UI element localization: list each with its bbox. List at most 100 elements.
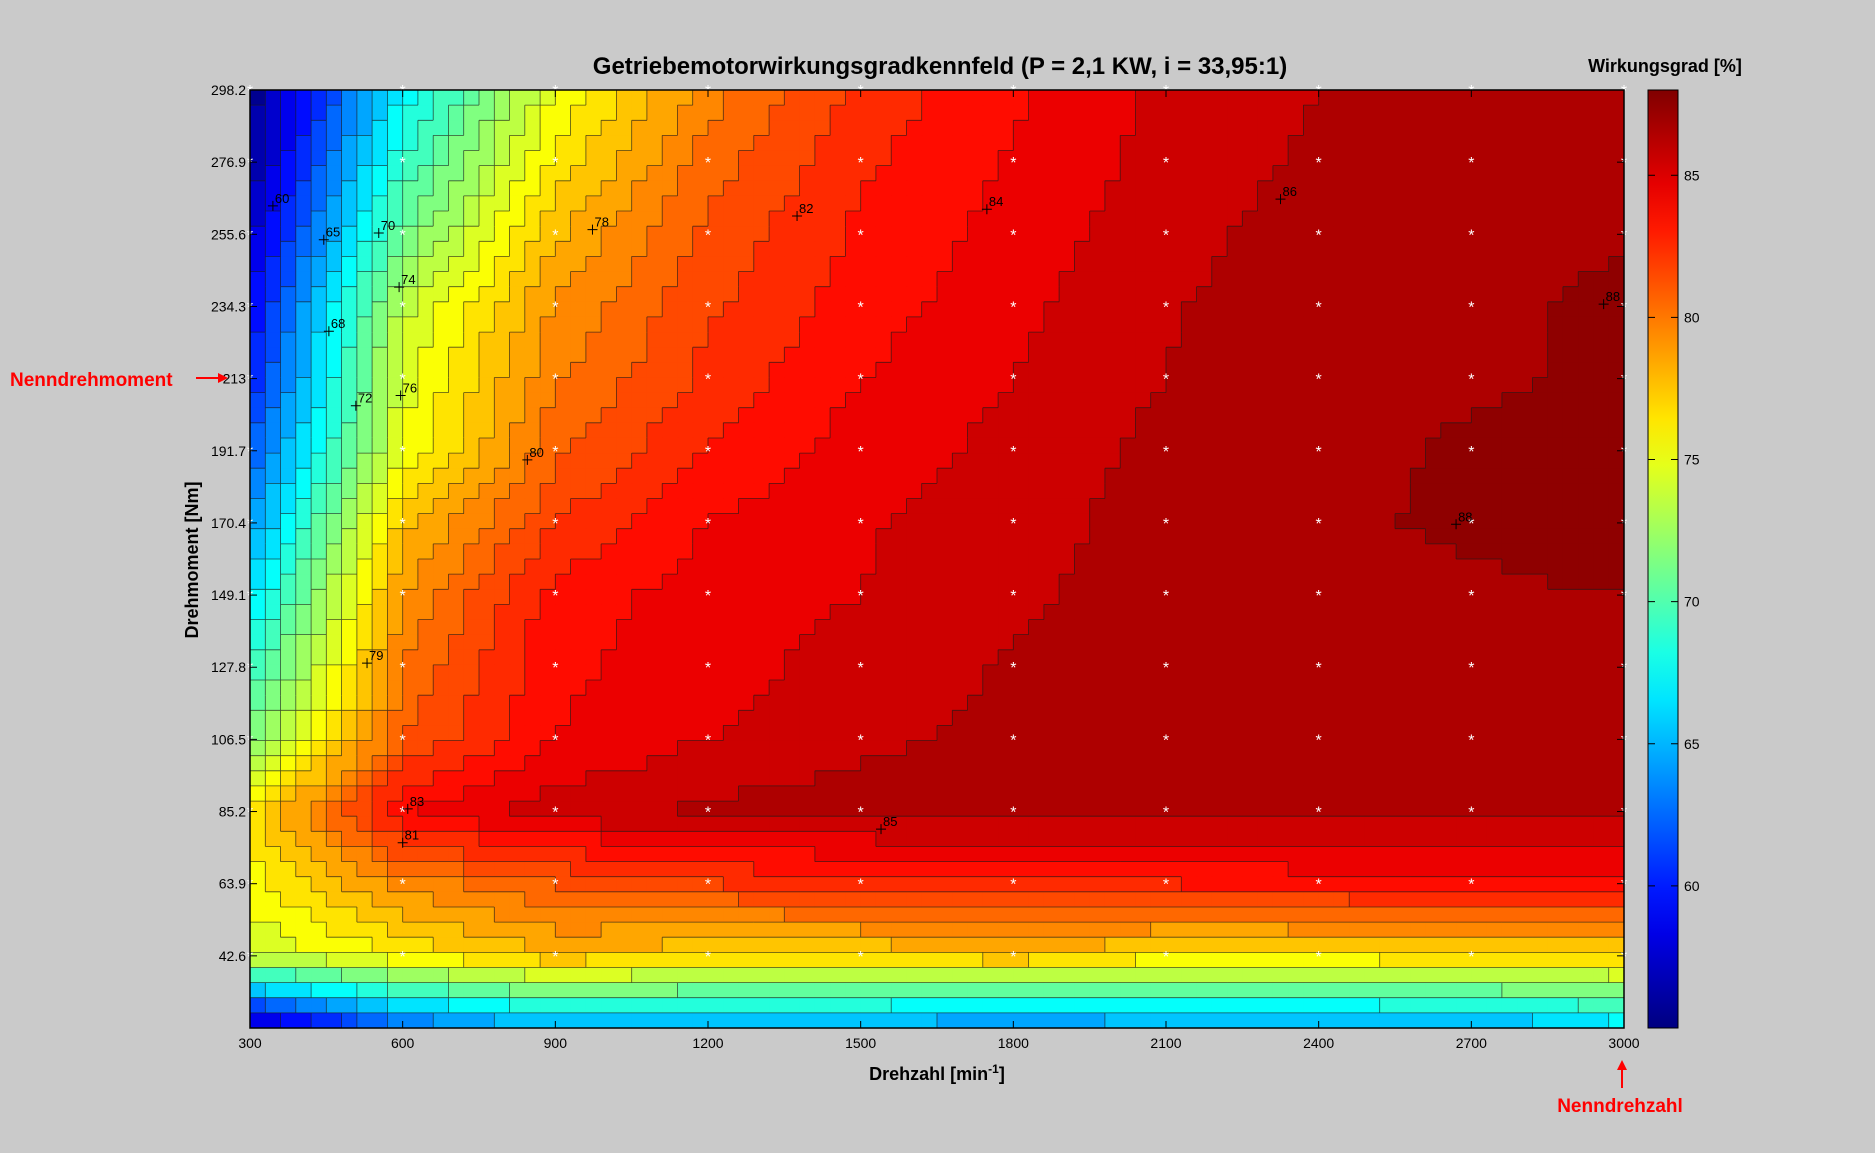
- heat-cell: [1502, 635, 1518, 651]
- heat-cell: [1532, 105, 1548, 121]
- heat-cell: [952, 272, 968, 288]
- heat-cell: [723, 786, 739, 802]
- heat-cell: [1410, 317, 1426, 333]
- heat-cell: [403, 317, 419, 333]
- heat-cell: [800, 710, 816, 726]
- heat-cell: [1181, 181, 1197, 197]
- heat-cell: [1120, 816, 1136, 832]
- heat-cell: [1197, 256, 1213, 272]
- heat-cell: [479, 695, 495, 711]
- heat-cell: [1532, 650, 1548, 666]
- heat-cell: [1548, 816, 1564, 832]
- heat-cell: [281, 816, 297, 832]
- heat-cell: [1349, 604, 1365, 620]
- heat-cell: [326, 741, 342, 757]
- heat-cell: [326, 408, 342, 424]
- heat-cell: [739, 468, 755, 484]
- heat-cell: [1456, 695, 1472, 711]
- heat-cell: [1029, 498, 1045, 514]
- heat-cell: [571, 393, 587, 409]
- heat-cell: [1426, 120, 1442, 136]
- heat-cell: [1273, 877, 1289, 893]
- heat-cell: [1426, 786, 1442, 802]
- heat-cell: [1319, 393, 1335, 409]
- heat-cell: [1517, 892, 1533, 908]
- heat-cell: [1593, 907, 1609, 923]
- heat-cell: [433, 544, 449, 560]
- heat-cell: [1578, 135, 1594, 151]
- heat-cell: [968, 604, 984, 620]
- heat-cell: [1151, 620, 1167, 636]
- heat-cell: [800, 650, 816, 666]
- heat-cell: [830, 302, 846, 318]
- heat-cell: [1181, 287, 1197, 303]
- heat-cell: [1487, 272, 1503, 288]
- heat-cell: [586, 181, 602, 197]
- heat-cell: [1471, 272, 1487, 288]
- heat-cell: [1135, 332, 1151, 348]
- heat-cell: [1563, 453, 1579, 469]
- heat-cell: [1105, 604, 1121, 620]
- heat-cell: [326, 181, 342, 197]
- heat-cell: [250, 483, 266, 499]
- heat-cell: [281, 393, 297, 409]
- heat-cell: [1334, 377, 1350, 393]
- heat-cell: [1364, 635, 1380, 651]
- heat-cell: [1380, 786, 1396, 802]
- heat-cell: [1364, 620, 1380, 636]
- heat-cell: [1593, 408, 1609, 424]
- heat-cell: [1502, 741, 1518, 757]
- heat-cell: [311, 907, 327, 923]
- heat-cell: [1471, 604, 1487, 620]
- heat-cell: [1059, 665, 1075, 681]
- heat-cell: [555, 786, 571, 802]
- heat-cell: [1426, 604, 1442, 620]
- heat-cell: [586, 710, 602, 726]
- heat-cell: [1242, 90, 1258, 106]
- heat-cell: [906, 710, 922, 726]
- heat-cell: [296, 468, 312, 484]
- heat-cell: [922, 90, 938, 106]
- heat-cell: [1105, 801, 1121, 817]
- heat-cell: [937, 559, 953, 575]
- heat-cell: [891, 529, 907, 545]
- heat-cell: [1120, 256, 1136, 272]
- heat-cell: [433, 90, 449, 106]
- heat-cell: [754, 498, 770, 514]
- heat-cell: [555, 604, 571, 620]
- heat-cell: [983, 453, 999, 469]
- heat-cell: [1059, 483, 1075, 499]
- heat-cell: [1502, 377, 1518, 393]
- heat-cell: [1532, 256, 1548, 272]
- heat-cell: [1227, 816, 1243, 832]
- heat-cell: [1517, 105, 1533, 121]
- heat-cell: [937, 574, 953, 590]
- heat-cell: [1609, 831, 1625, 847]
- heat-cell: [1578, 559, 1594, 575]
- heat-cell: [571, 680, 587, 696]
- heat-cell: [464, 166, 480, 182]
- heat-cell: [754, 196, 770, 212]
- heat-cell: [800, 786, 816, 802]
- heat-cell: [632, 877, 648, 893]
- heat-cell: [296, 453, 312, 469]
- heat-cell: [372, 241, 388, 257]
- heat-cell: [494, 90, 510, 106]
- heat-cell: [1563, 135, 1579, 151]
- heat-cell: [830, 135, 846, 151]
- heat-cell: [281, 574, 297, 590]
- heat-cell: [1212, 317, 1228, 333]
- heat-cell: [876, 559, 892, 575]
- heat-cell: [1258, 816, 1274, 832]
- heat-cell: [525, 801, 541, 817]
- heat-cell: [754, 695, 770, 711]
- heat-cell: [784, 756, 800, 772]
- heat-cell: [1197, 196, 1213, 212]
- heat-cell: [1013, 710, 1029, 726]
- heat-cell: [372, 862, 388, 878]
- heat-cell: [647, 892, 663, 908]
- heat-cell: [693, 831, 709, 847]
- heat-cell: [1502, 317, 1518, 333]
- heat-cell: [525, 135, 541, 151]
- heat-cell: [1044, 393, 1060, 409]
